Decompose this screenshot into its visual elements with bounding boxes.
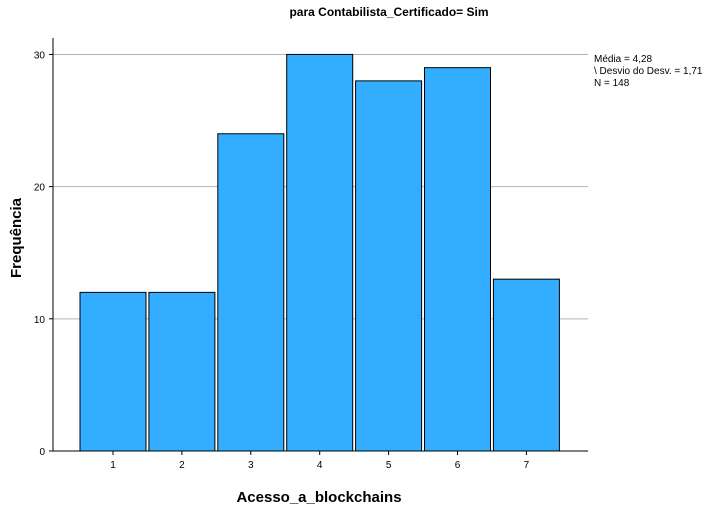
- bar-1: [79, 291, 147, 452]
- bar-4: [286, 53, 354, 452]
- x-tick-label: 4: [317, 460, 323, 471]
- stats-box: Média = 4,28 \ Desvio do Desv. = 1,71 N …: [594, 54, 703, 89]
- x-tick-label: 2: [179, 460, 185, 471]
- y-tick-label: 0: [39, 447, 45, 458]
- x-tick-label: 5: [386, 460, 392, 471]
- x-tick-labels: 1 2 3 4 5 6 7: [110, 460, 529, 471]
- bar-2: [148, 291, 216, 452]
- stat-std: \ Desvio do Desv. = 1,71: [594, 66, 703, 77]
- y-tick-label: 30: [34, 50, 46, 61]
- x-axis-title: Acesso_a_blockchains: [236, 489, 401, 506]
- x-tick-label: 7: [524, 460, 530, 471]
- x-tick-label: 6: [455, 460, 461, 471]
- y-tick-label: 10: [34, 315, 46, 326]
- y-axis-title: Frequência: [8, 197, 25, 278]
- stat-mean: Média = 4,28: [594, 54, 653, 65]
- x-tick-label: 1: [110, 460, 116, 471]
- bar-5: [355, 80, 423, 452]
- y-tick-labels: 0 10 20 30: [34, 50, 46, 458]
- axes: [49, 38, 588, 455]
- bar-3: [217, 133, 285, 452]
- bar-7: [492, 278, 560, 452]
- stat-n: N = 148: [594, 78, 630, 89]
- bars-group: [79, 53, 560, 452]
- bar-6: [424, 67, 491, 452]
- y-tick-label: 20: [34, 183, 46, 194]
- chart-title: para Contabilista_Certificado= Sim: [289, 5, 488, 19]
- x-tick-label: 3: [248, 460, 254, 471]
